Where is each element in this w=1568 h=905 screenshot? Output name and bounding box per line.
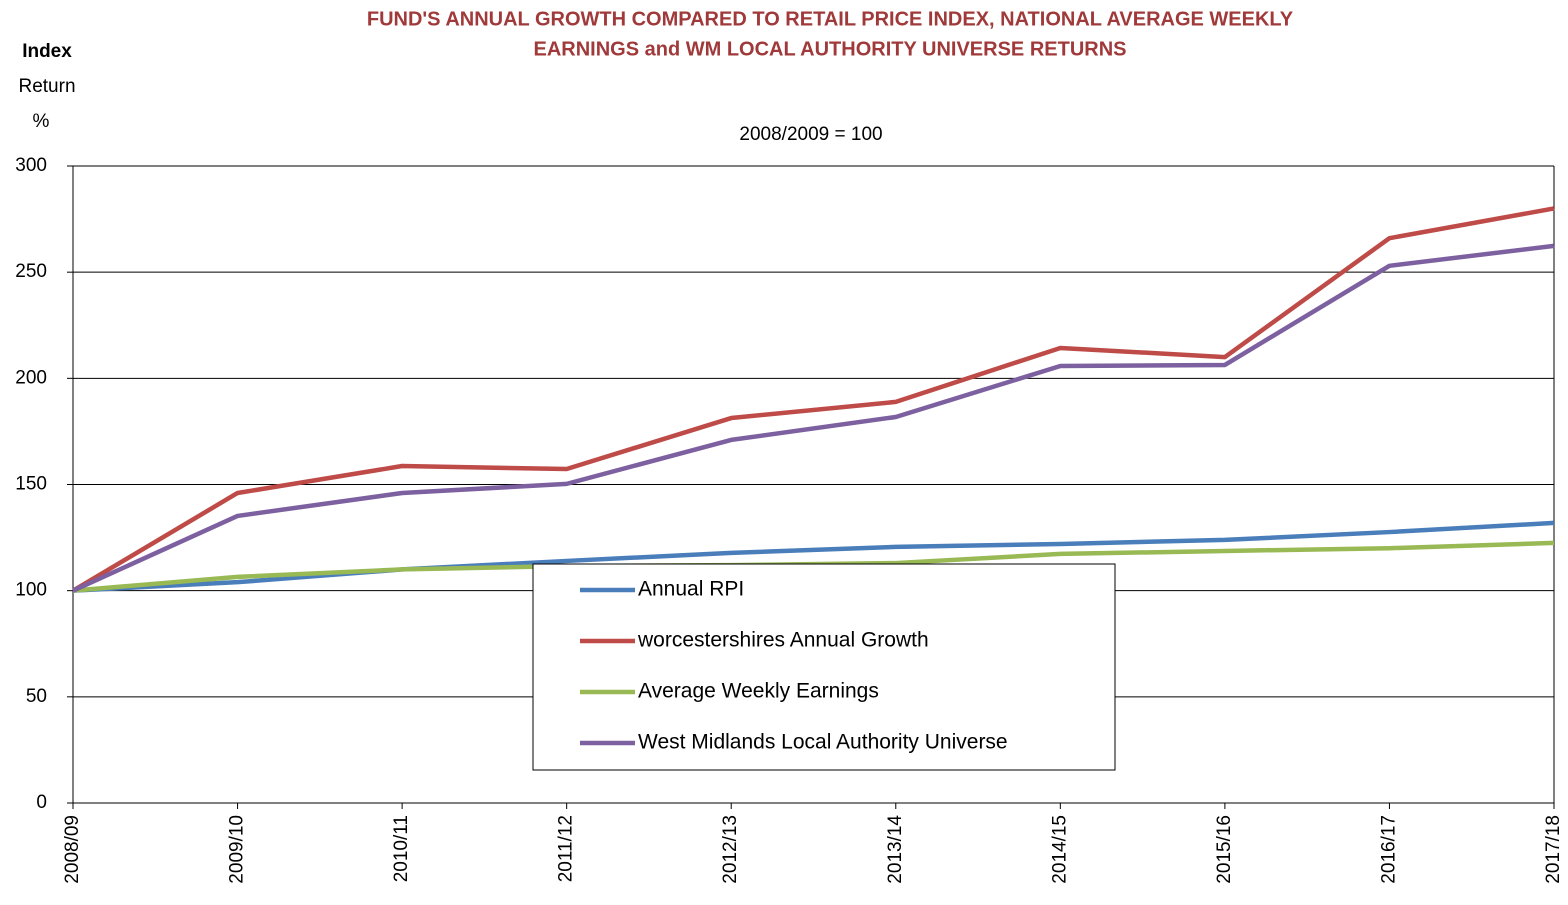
x-tick-label: 2008/09 [62,815,83,884]
series-line [71,206,1555,593]
x-tick-label: 2017/18 [1543,815,1564,884]
legend-box [532,563,1116,771]
y-tick-label: 250 [15,261,47,282]
y-tick-label: 100 [15,580,47,601]
x-tick-label: 2009/10 [227,815,248,884]
series-line [72,243,1555,593]
legend-label: West Midlands Local Authority Universe [638,731,1008,754]
x-tick-label: 2012/13 [720,815,741,884]
series-line [72,520,1555,593]
y-axis-label: Return [18,76,75,97]
y-tick-label: 50 [26,686,47,707]
chart-title: EARNINGS and WM LOCAL AUTHORITY UNIVERSE… [534,38,1127,60]
legend-label: Average Weekly Earnings [638,680,879,703]
x-tick-label: 2011/12 [556,815,577,882]
x-tick-label: 2015/16 [1214,815,1235,884]
y-tick-label: 150 [15,474,47,495]
y-axis-label: Index [22,41,72,62]
y-tick-label: 200 [15,367,47,388]
x-tick-label: 2013/14 [885,815,906,884]
y-tick-label: 300 [15,155,47,176]
x-tick-label: 2016/17 [1378,815,1399,884]
y-axis-label: % [33,111,50,132]
legend-label: Annual RPI [638,578,744,601]
chart-subtitle: 2008/2009 = 100 [739,124,882,145]
x-tick-label: 2010/11 [391,815,412,882]
legend-label: worcestershires Annual Growth [637,629,929,652]
x-tick-label: 2014/15 [1049,815,1070,884]
y-tick-label: 0 [36,792,47,813]
chart-title: FUND'S ANNUAL GROWTH COMPARED TO RETAIL … [367,8,1294,30]
